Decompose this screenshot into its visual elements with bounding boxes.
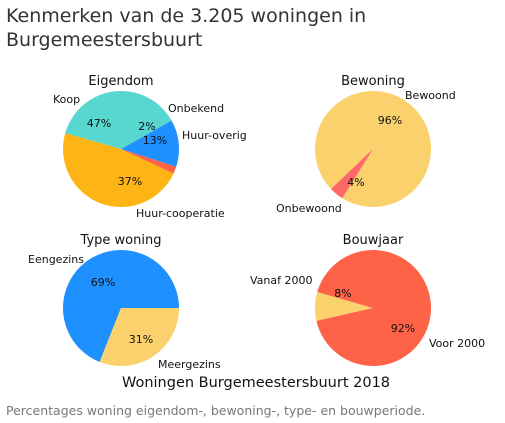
pie-slice-bewoond: [315, 91, 432, 208]
slice-percentage-bewoond: 96%: [378, 114, 402, 127]
slice-percentage-onbekend: 2%: [138, 120, 155, 133]
slice-label-meergezins: Meergezins: [158, 358, 221, 371]
slice-percentage-huur-overig: 13%: [143, 134, 167, 147]
pie-slice-onbewoond: [331, 149, 373, 199]
slice-percentage-vanaf-2000: 8%: [334, 287, 351, 300]
caption: Percentages woning eigendom-, bewoning-,…: [6, 403, 426, 418]
pie-slice-meergezins: [99, 308, 179, 367]
slice-label-koop: Koop: [53, 93, 80, 106]
slice-label-huur-cooperatie: Huur-cooperatie: [136, 207, 225, 220]
pie-slice-eengezins: [63, 250, 180, 362]
slice-percentage-koop: 47%: [87, 117, 111, 130]
slice-label-eengezins: Eengezins: [28, 253, 84, 266]
slice-label-vanaf-2000: Vanaf 2000: [250, 274, 313, 287]
pie-slice-koop: [62, 133, 174, 208]
slice-label-huur-overig: Huur-overig: [182, 129, 247, 142]
slice-percentage-meergezins: 31%: [129, 333, 153, 346]
pie-slice-huur-overig: [121, 120, 180, 167]
slice-percentage-voor-2000: 92%: [391, 322, 415, 335]
slice-label-onbewoond: Onbewoond: [276, 202, 342, 215]
page-title: Kenmerken van de 3.205 woningen in Burge…: [6, 5, 367, 51]
pie-title-eigendom: Eigendom: [88, 74, 153, 89]
slice-label-onbekend: Onbekend: [168, 102, 224, 115]
pie-title-bewoning: Bewoning: [341, 74, 405, 89]
pie-title-bouwjaar: Bouwjaar: [343, 233, 404, 248]
slice-percentage-eengezins: 69%: [91, 276, 115, 289]
pie-slice-huur-cooperatie: [65, 91, 172, 149]
slice-label-voor-2000: Voor 2000: [429, 337, 485, 350]
figure-title: Woningen Burgemeestersbuurt 2018: [122, 375, 390, 391]
pie-slice-vanaf-2000: [315, 292, 373, 321]
slice-percentage-onbewoond: 4%: [347, 176, 364, 189]
slice-label-bewoond: Bewoond: [405, 89, 456, 102]
slice-percentage-huur-cooperatie: 37%: [118, 175, 142, 188]
pie-title-type-woning: Type woning: [80, 233, 162, 248]
pie-slice-voor-2000: [316, 250, 432, 367]
pie-slice-onbekend: [121, 149, 177, 174]
